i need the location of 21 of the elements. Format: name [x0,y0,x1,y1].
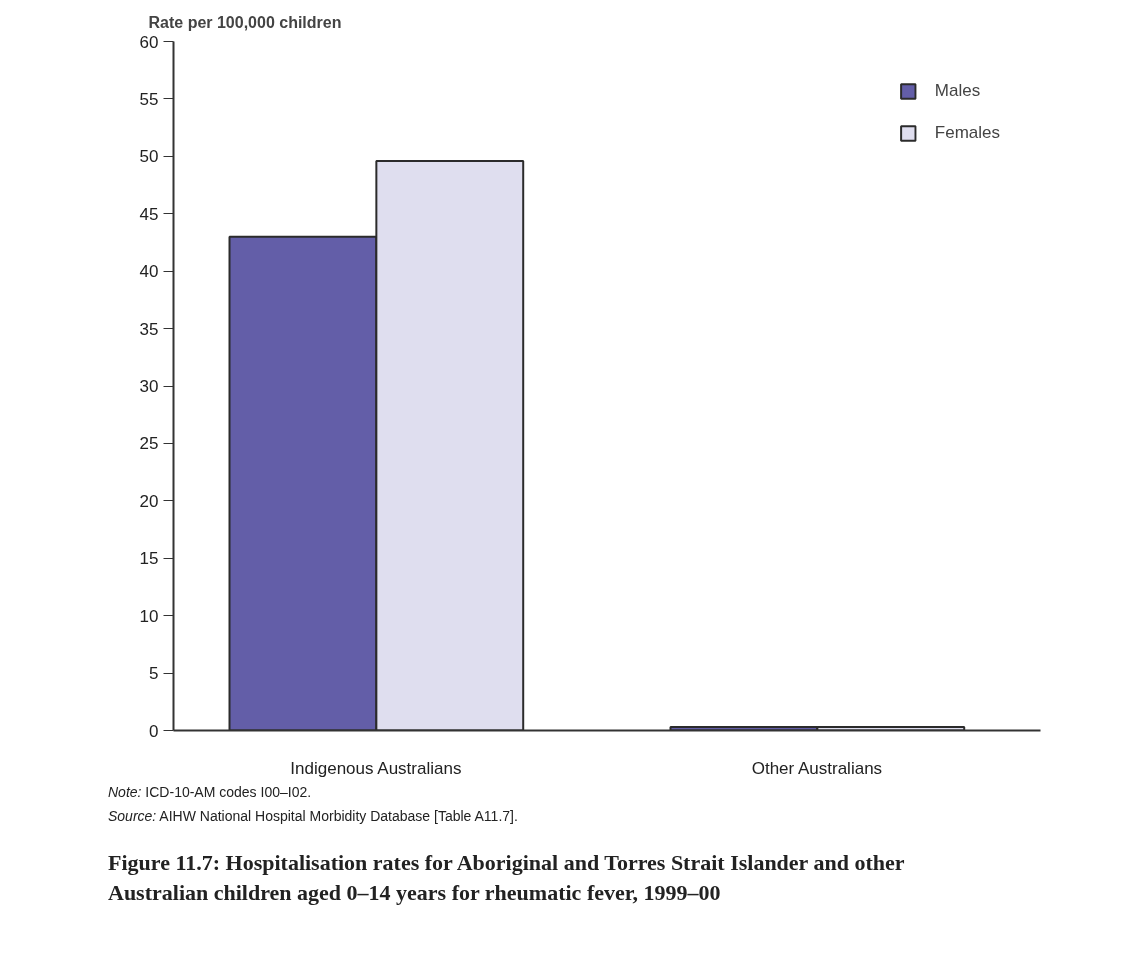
y-tick-label: 55 [139,89,159,109]
legend-label: Females [934,123,1000,143]
x-tick-label: Indigenous Australians [290,758,462,778]
y-tick-label: 30 [139,377,159,396]
y-tick-label: 40 [139,262,159,282]
text: Note: ICD-10-AM codes I00–I02. [108,783,313,802]
x-tick-label: Other Australians [751,758,883,778]
y-tick-label: 15 [139,549,159,569]
y-tick-label: 0 [149,721,159,741]
text: Figure 11.7: Hospitalisation rates for Aboriginal and Torres Strait Islander and other Australian children aged 0–14 years for rheumatic fever, 1999–00 [108,849,906,907]
y-tick-label: 45 [139,204,159,224]
y-tick-label: 25 [139,434,159,454]
source-note: Source: AIHW National Hospital Morbidity Database [Table A11.7]. [108,807,518,826]
y-tick-label: 50 [139,147,159,167]
y-tick-label: 60 [139,32,159,52]
y-tick-label: 20 [139,491,159,511]
y-tick-label: 5 [149,664,159,684]
y-axis-title: Rate per 100,000 children [148,13,342,31]
y-tick-label: 10 [139,606,159,626]
legend-label: Males [934,81,981,101]
y-tick-label: 35 [139,319,159,339]
